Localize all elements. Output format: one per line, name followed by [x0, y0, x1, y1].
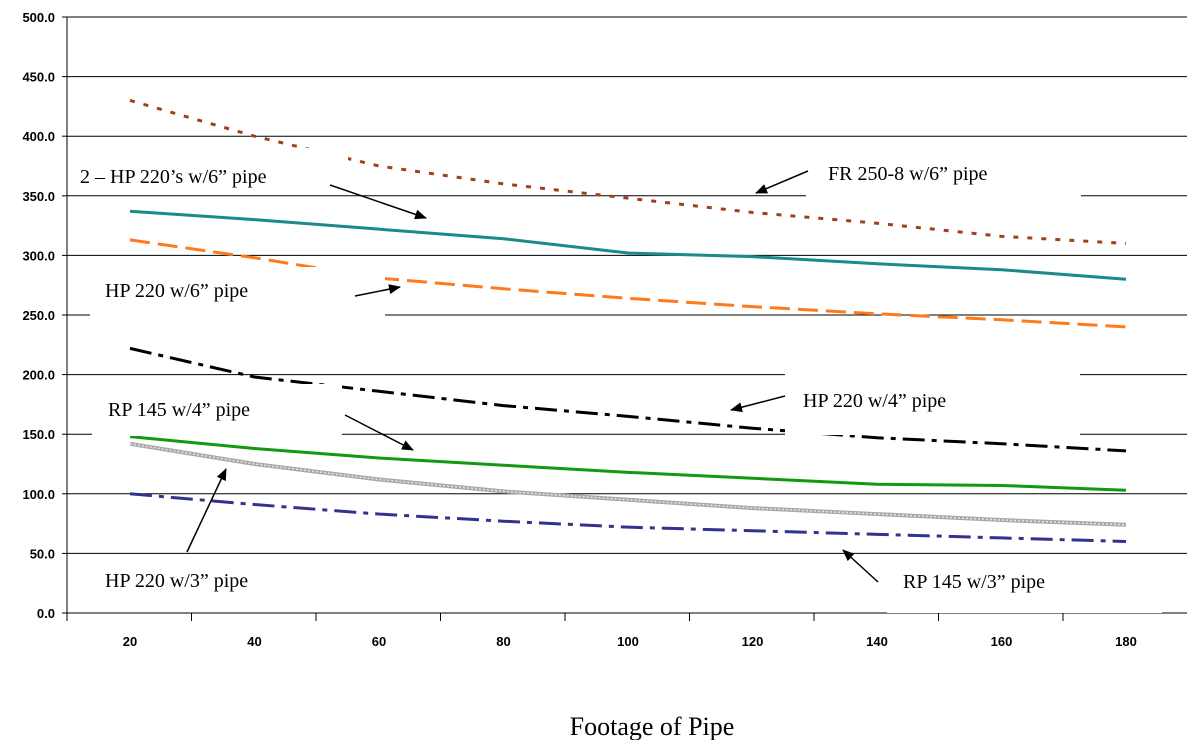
annotation-arrow [755, 170, 809, 194]
x-tick-label: 100 [617, 634, 639, 649]
series-annotation: HP 220 w/3” pipe [105, 570, 248, 592]
y-tick-label: 150.0 [22, 427, 55, 442]
y-tick-label: 0.0 [37, 606, 55, 621]
annotation-arrow [354, 284, 401, 297]
series-annotation: FR 250-8 w/6” pipe [828, 163, 988, 185]
y-tick-label: 200.0 [22, 368, 55, 383]
y-tick-label: 500.0 [22, 10, 55, 25]
annotation-arrow [344, 414, 414, 451]
y-tick-label: 100.0 [22, 487, 55, 502]
series-line-1 [129, 209, 1127, 281]
annotation-arrow [842, 549, 879, 583]
series-lines [129, 98, 1127, 543]
x-tick-label: 80 [496, 634, 510, 649]
annotations: FR 250-8 w/6” pipe 2 – HP 220’s w/6” pipe… [80, 163, 1045, 593]
annotation-box [785, 370, 1080, 435]
series-line-3 [129, 346, 1127, 453]
y-tick-label: 50.0 [30, 546, 55, 561]
annotation-box [92, 384, 342, 436]
annotation-box [806, 157, 1081, 197]
y-tick-label: 300.0 [22, 248, 55, 263]
annotation-box [887, 565, 1162, 613]
annotation-arrow [329, 184, 427, 220]
x-axis-label: Footage of Pipe [570, 712, 735, 740]
series-line-6 [129, 492, 1127, 543]
y-tick-label: 450.0 [22, 70, 55, 85]
series-annotation: 2 – HP 220’s w/6” pipe [80, 166, 267, 188]
x-tick-label: 120 [742, 634, 764, 649]
annotation-backgrounds [68, 148, 1162, 613]
x-tick-label: 180 [1115, 634, 1137, 649]
tick-labels: 0.0 50.0 100.0 150.0 200.0 250.0 300.0 350.0 400… [22, 10, 1136, 649]
x-tick-label: 20 [123, 634, 137, 649]
annotation-box [90, 560, 290, 610]
x-tick-label: 160 [991, 634, 1013, 649]
annotation-box [68, 148, 348, 193]
annotation-arrow [186, 468, 227, 553]
y-tick-label: 250.0 [22, 308, 55, 323]
annotation-arrow [730, 395, 786, 413]
series-annotation: RP 145 w/4” pipe [108, 399, 250, 421]
x-tick-label: 60 [372, 634, 386, 649]
series-annotation: HP 220 w/4” pipe [803, 390, 946, 412]
axes [62, 16, 1187, 621]
series-line-0 [129, 98, 1127, 245]
annotation-box [90, 267, 385, 317]
y-tick-label: 350.0 [22, 189, 55, 204]
series-line-4 [129, 435, 1127, 492]
series-annotation: RP 145 w/3” pipe [903, 571, 1045, 593]
x-tick-label: 40 [247, 634, 261, 649]
y-tick-label: 400.0 [22, 129, 55, 144]
series-line-5-texture [129, 442, 1127, 526]
series-annotation: HP 220 w/6” pipe [105, 280, 248, 302]
x-tick-label: 140 [866, 634, 888, 649]
